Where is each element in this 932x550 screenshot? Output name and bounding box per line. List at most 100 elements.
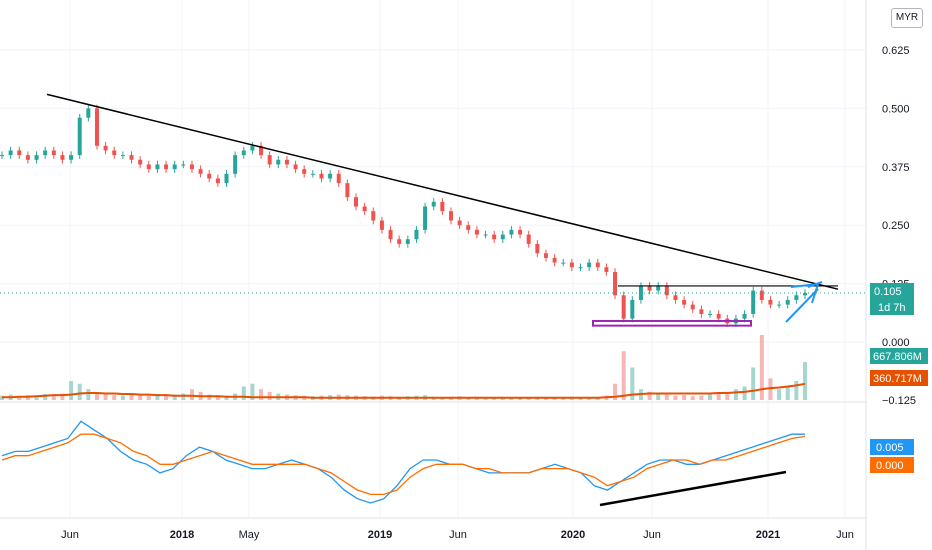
volume-bar xyxy=(112,395,117,400)
candle-body xyxy=(77,117,82,156)
candle-body xyxy=(630,299,635,319)
breakout-arrows[interactable] xyxy=(785,281,823,323)
time-tick-label: 2018 xyxy=(170,529,194,541)
volume-bar xyxy=(259,389,264,400)
candle-body xyxy=(474,229,479,235)
candle-body xyxy=(34,155,39,160)
time-tick-label: Jun xyxy=(643,529,661,541)
support-box[interactable] xyxy=(592,319,752,327)
candle-body xyxy=(448,211,453,221)
volume-bar xyxy=(120,395,125,400)
volume-bar xyxy=(613,383,618,400)
candle-body xyxy=(345,183,350,198)
candle-body xyxy=(336,173,341,184)
candle-body xyxy=(172,164,177,170)
volume-bar xyxy=(742,386,747,400)
volume-bar xyxy=(777,389,782,400)
volume-bar xyxy=(759,335,764,400)
candle-body xyxy=(699,309,704,314)
candle-body xyxy=(112,150,117,156)
volume-bar xyxy=(708,394,713,400)
candle-body xyxy=(310,173,315,175)
candle-body xyxy=(768,299,773,305)
candle-body xyxy=(578,267,583,269)
volume-bar xyxy=(215,395,220,400)
volume-bar xyxy=(725,391,730,400)
candle-body xyxy=(595,262,600,268)
volume-bar xyxy=(43,394,48,400)
volume-bar xyxy=(587,397,592,400)
candle-body xyxy=(120,155,125,157)
volume-bar xyxy=(552,397,557,400)
candle-body xyxy=(431,201,436,207)
macd-line xyxy=(1,420,805,504)
candle-body xyxy=(440,201,445,212)
price-tick-label: 0.250 xyxy=(882,220,910,232)
volume-bar xyxy=(34,395,39,400)
candle-body xyxy=(647,285,652,291)
candle-body xyxy=(181,164,186,166)
candle-body xyxy=(69,155,74,160)
price-tick-label: 0.000 xyxy=(882,337,910,349)
volume-bar xyxy=(630,367,635,400)
candle-body xyxy=(613,271,618,296)
time-tick-label: May xyxy=(239,529,260,541)
volume-bar xyxy=(86,389,91,400)
price-tick-label: −0.125 xyxy=(882,395,916,407)
volume-bar xyxy=(164,395,169,400)
candle-body xyxy=(543,253,548,258)
candle-body xyxy=(405,239,410,244)
volume-bar xyxy=(17,396,22,400)
currency-button[interactable]: MYR xyxy=(891,8,923,28)
time-tick-label: 2021 xyxy=(756,529,780,541)
candle-body xyxy=(354,197,359,207)
price-tick-label: 0.500 xyxy=(882,103,910,115)
candle-body xyxy=(155,164,160,170)
candle-body xyxy=(785,299,790,305)
candle-body xyxy=(803,292,807,296)
candle-body xyxy=(509,229,514,235)
candle-body xyxy=(621,295,626,319)
time-axis[interactable]: Jun 2018 May 2019 Jun 2020 Jun 2021 Jun xyxy=(61,529,854,541)
volume-bar xyxy=(621,351,626,400)
candle-body xyxy=(17,150,22,156)
volume-bar xyxy=(207,394,212,400)
candle-body xyxy=(457,220,462,226)
candle-body xyxy=(189,164,194,170)
volume-bar xyxy=(673,395,678,400)
volume-bar xyxy=(803,362,807,400)
candle-body xyxy=(587,262,592,268)
volume-bar xyxy=(129,394,134,400)
svg-text:1d 7h: 1d 7h xyxy=(878,302,906,314)
candle-body xyxy=(43,150,48,156)
candle-body xyxy=(569,262,574,268)
candle-body xyxy=(0,155,4,157)
candle-body xyxy=(535,243,540,254)
volume-bar xyxy=(224,395,229,400)
candle-body xyxy=(742,313,747,319)
candle-body xyxy=(259,145,264,156)
candle-body xyxy=(371,211,376,221)
volume-bar xyxy=(733,389,738,400)
macd-divergence-line[interactable] xyxy=(599,470,787,507)
svg-text:0.005: 0.005 xyxy=(876,442,904,454)
macd-badge: 0.005 xyxy=(870,439,914,455)
candle-body xyxy=(794,295,799,300)
candle-body xyxy=(267,155,272,165)
candle-body xyxy=(60,155,65,160)
time-tick-label: 2019 xyxy=(368,529,392,541)
candle-body xyxy=(759,290,764,300)
candle-body xyxy=(466,225,471,230)
candle-body xyxy=(716,313,721,319)
volume-bar xyxy=(77,383,82,400)
volume-badge: 667.806M xyxy=(870,348,928,364)
candle-body xyxy=(224,173,229,184)
candle-body xyxy=(414,229,419,240)
volume-bar xyxy=(103,394,108,400)
candle-body xyxy=(284,159,289,165)
volume-bar xyxy=(155,394,160,400)
volume-bar xyxy=(751,367,756,400)
descending-trendline[interactable] xyxy=(46,93,839,290)
